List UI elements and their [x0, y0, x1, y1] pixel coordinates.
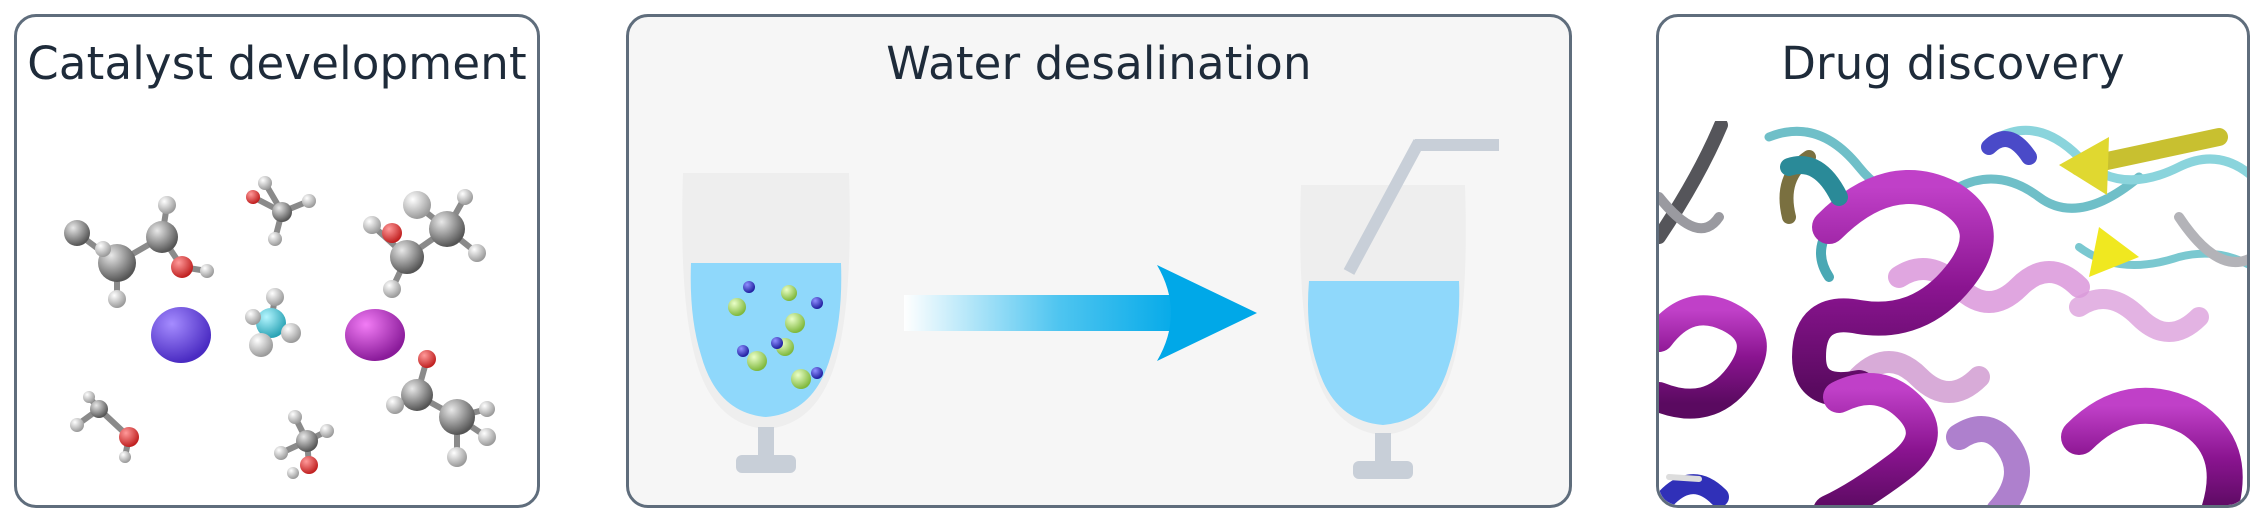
panel-catalyst-development: Catalyst development [14, 14, 540, 508]
molecules-illustration [64, 176, 496, 479]
panel-water-desalination: Water desalination [626, 14, 1572, 508]
process-arrow [904, 265, 1257, 361]
fresh-glass [1300, 139, 1499, 479]
desalination-illustration [682, 139, 1499, 479]
panel-title: Drug discovery [1781, 37, 2125, 90]
salty-glass [682, 173, 850, 473]
panel-title: Water desalination [886, 37, 1312, 90]
protein-illustration [1659, 121, 2247, 505]
panel-title: Catalyst development [27, 37, 527, 90]
panel-drug-discovery: Drug discovery [1656, 14, 2250, 508]
